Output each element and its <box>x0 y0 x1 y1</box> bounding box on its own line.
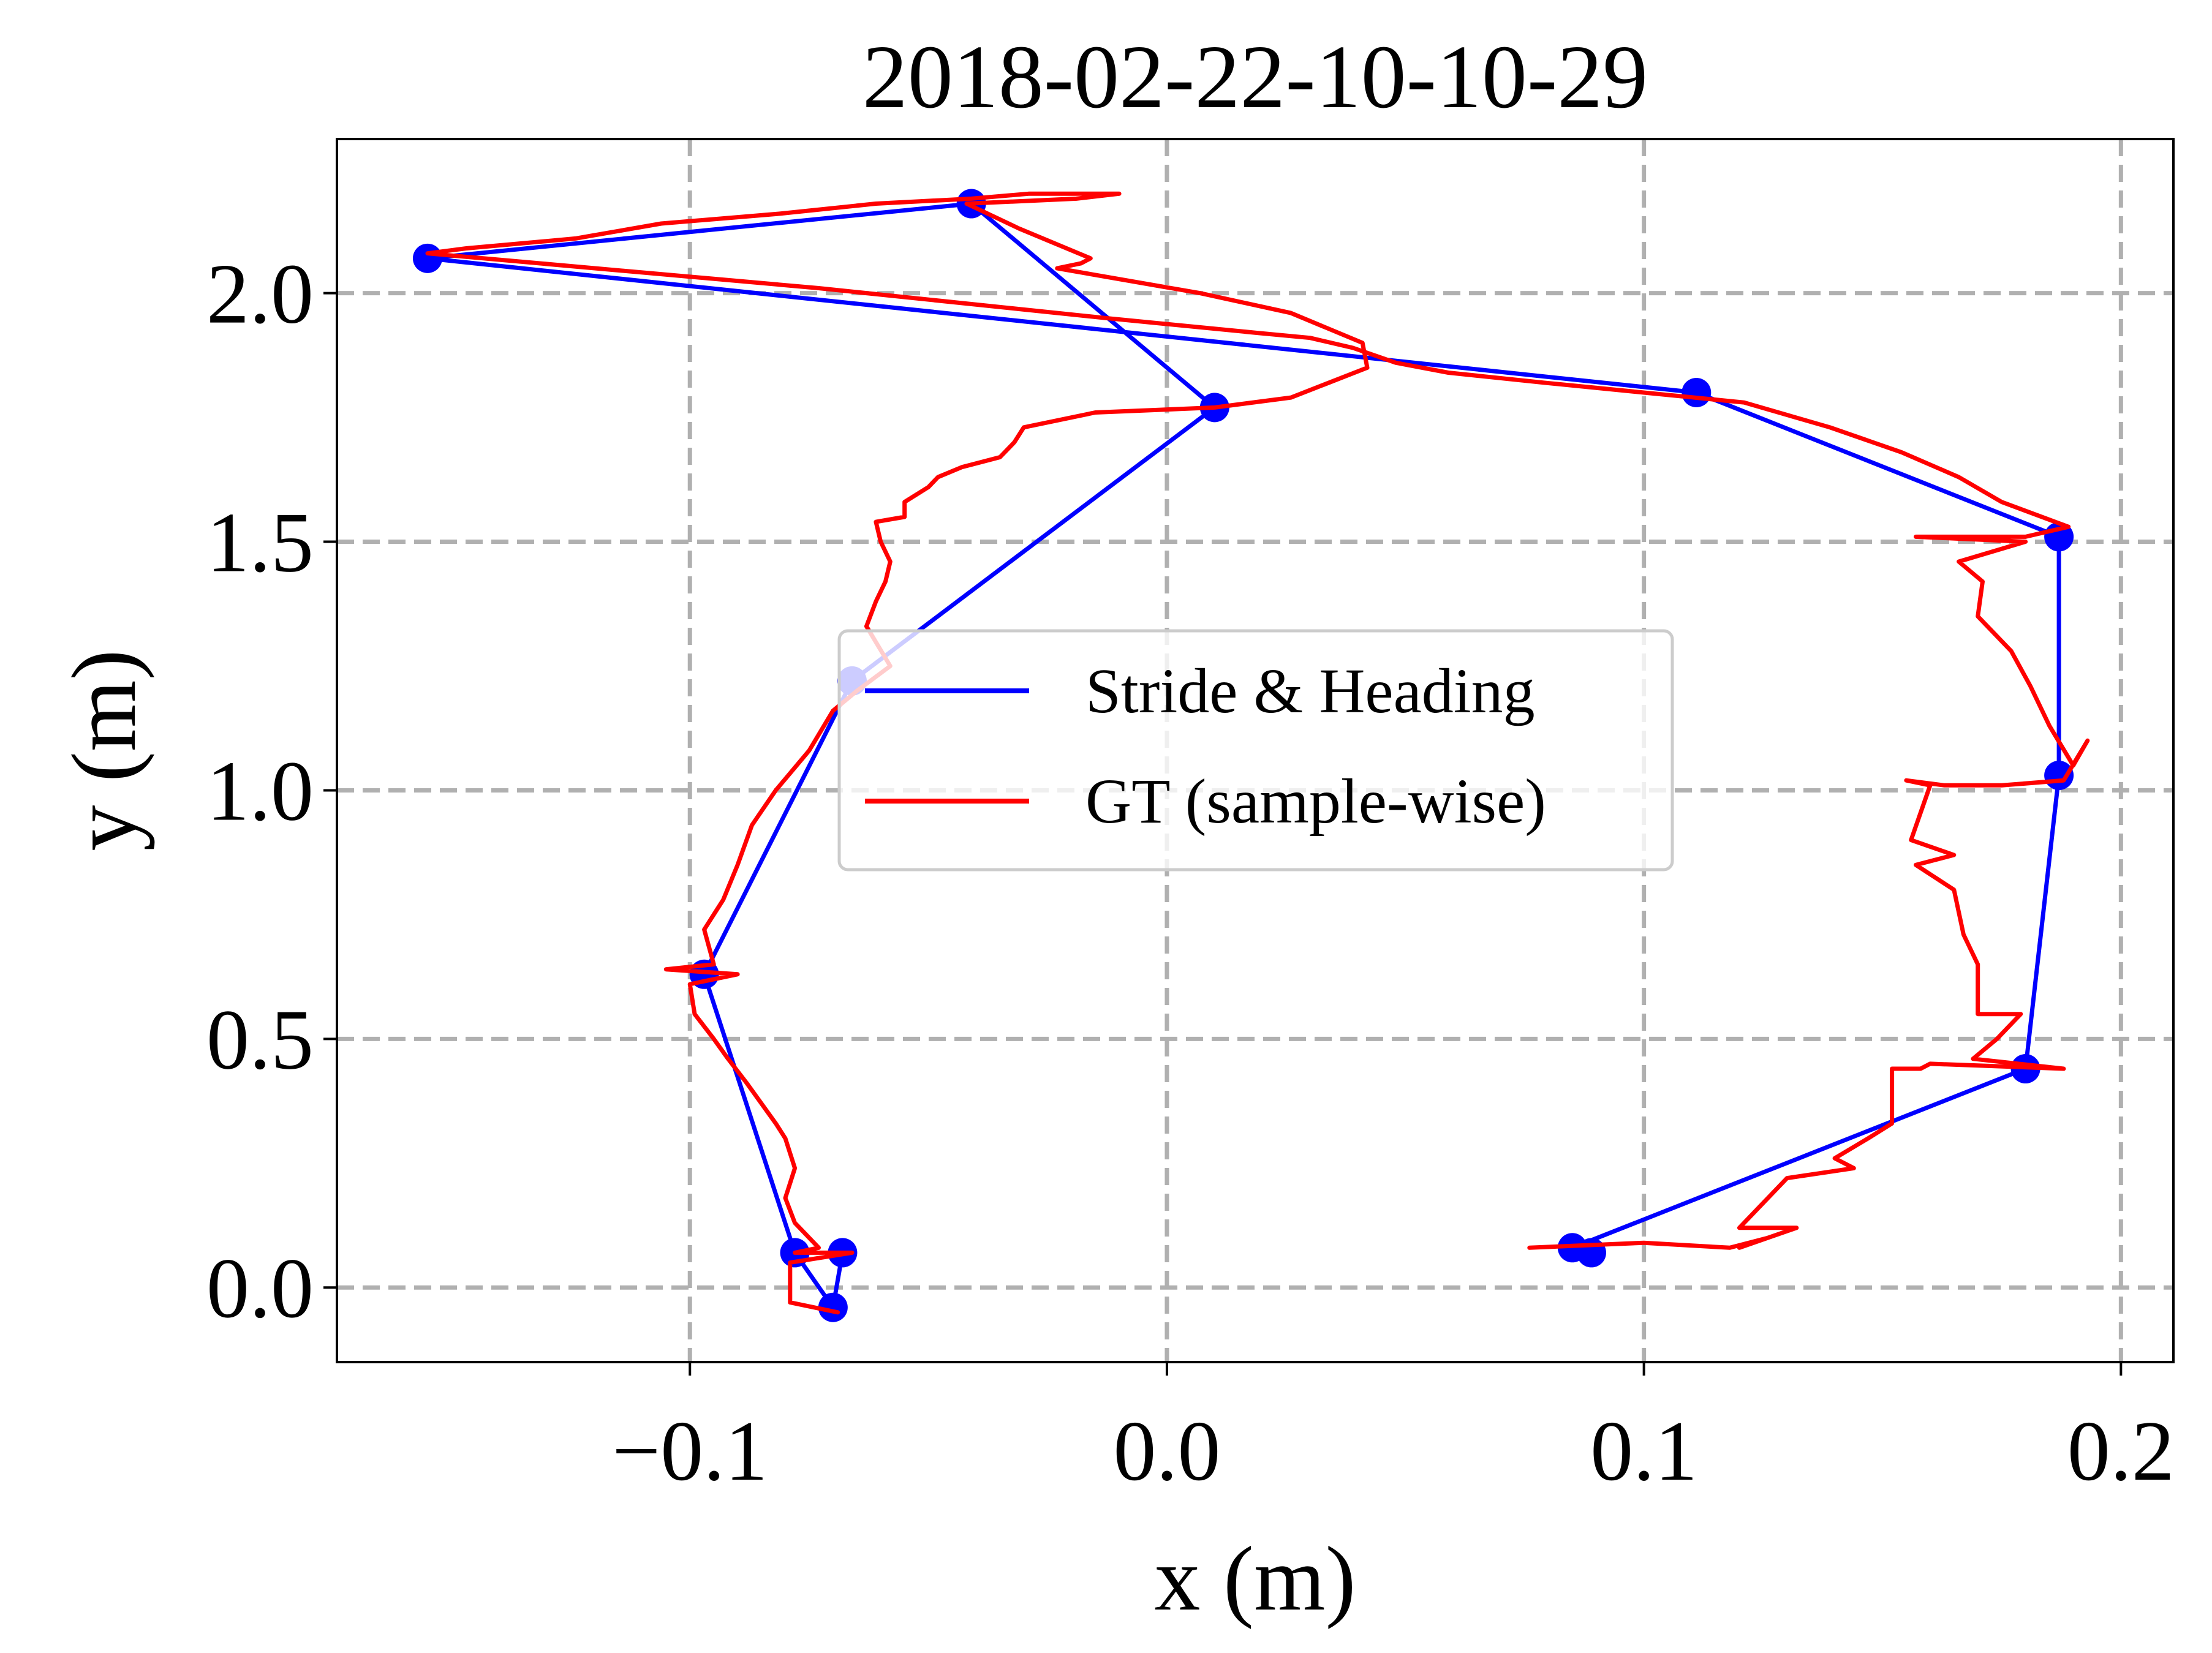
chart-title: 2018-02-22-10-10-29 <box>863 27 1648 127</box>
series-line-gt-sample-wise <box>425 191 2090 1315</box>
data-point-stride-heading <box>818 1292 848 1322</box>
data-point-stride-heading <box>412 243 442 273</box>
legend: Stride & Heading GT (sample-wise) <box>837 629 1674 872</box>
y-tick-label: 0.0 <box>206 1241 314 1336</box>
y-tick-label: 1.0 <box>206 744 314 838</box>
x-tick-label: −0.1 <box>612 1404 768 1499</box>
legend-box <box>837 629 1674 872</box>
y-axis-label: y (m) <box>53 649 155 851</box>
x-tick-label: 0.1 <box>1590 1404 1697 1499</box>
data-point-stride-heading <box>2044 761 2074 791</box>
tick-layer: −0.1 0.0 0.1 0.2 0.0 0.5 1.0 1.5 2.0 <box>206 247 2175 1499</box>
x-tick-label: 0.2 <box>2067 1404 2175 1499</box>
grid-layer <box>337 139 2173 1362</box>
x-tick-label: 0.0 <box>1113 1404 1220 1499</box>
x-axis-label: x (m) <box>1154 1528 1356 1630</box>
legend-label-stride-heading: Stride & Heading <box>1085 656 1535 726</box>
y-tick-label: 2.0 <box>206 247 314 342</box>
plot-frame <box>336 138 2175 1363</box>
data-point-stride-heading <box>1682 378 1712 408</box>
series-line-stride-heading <box>425 201 2061 1310</box>
y-tick-label: 0.5 <box>206 992 314 1087</box>
y-tick-label: 1.5 <box>206 495 314 590</box>
legend-label-gt-sample-wise: GT (sample-wise) <box>1085 766 1546 837</box>
